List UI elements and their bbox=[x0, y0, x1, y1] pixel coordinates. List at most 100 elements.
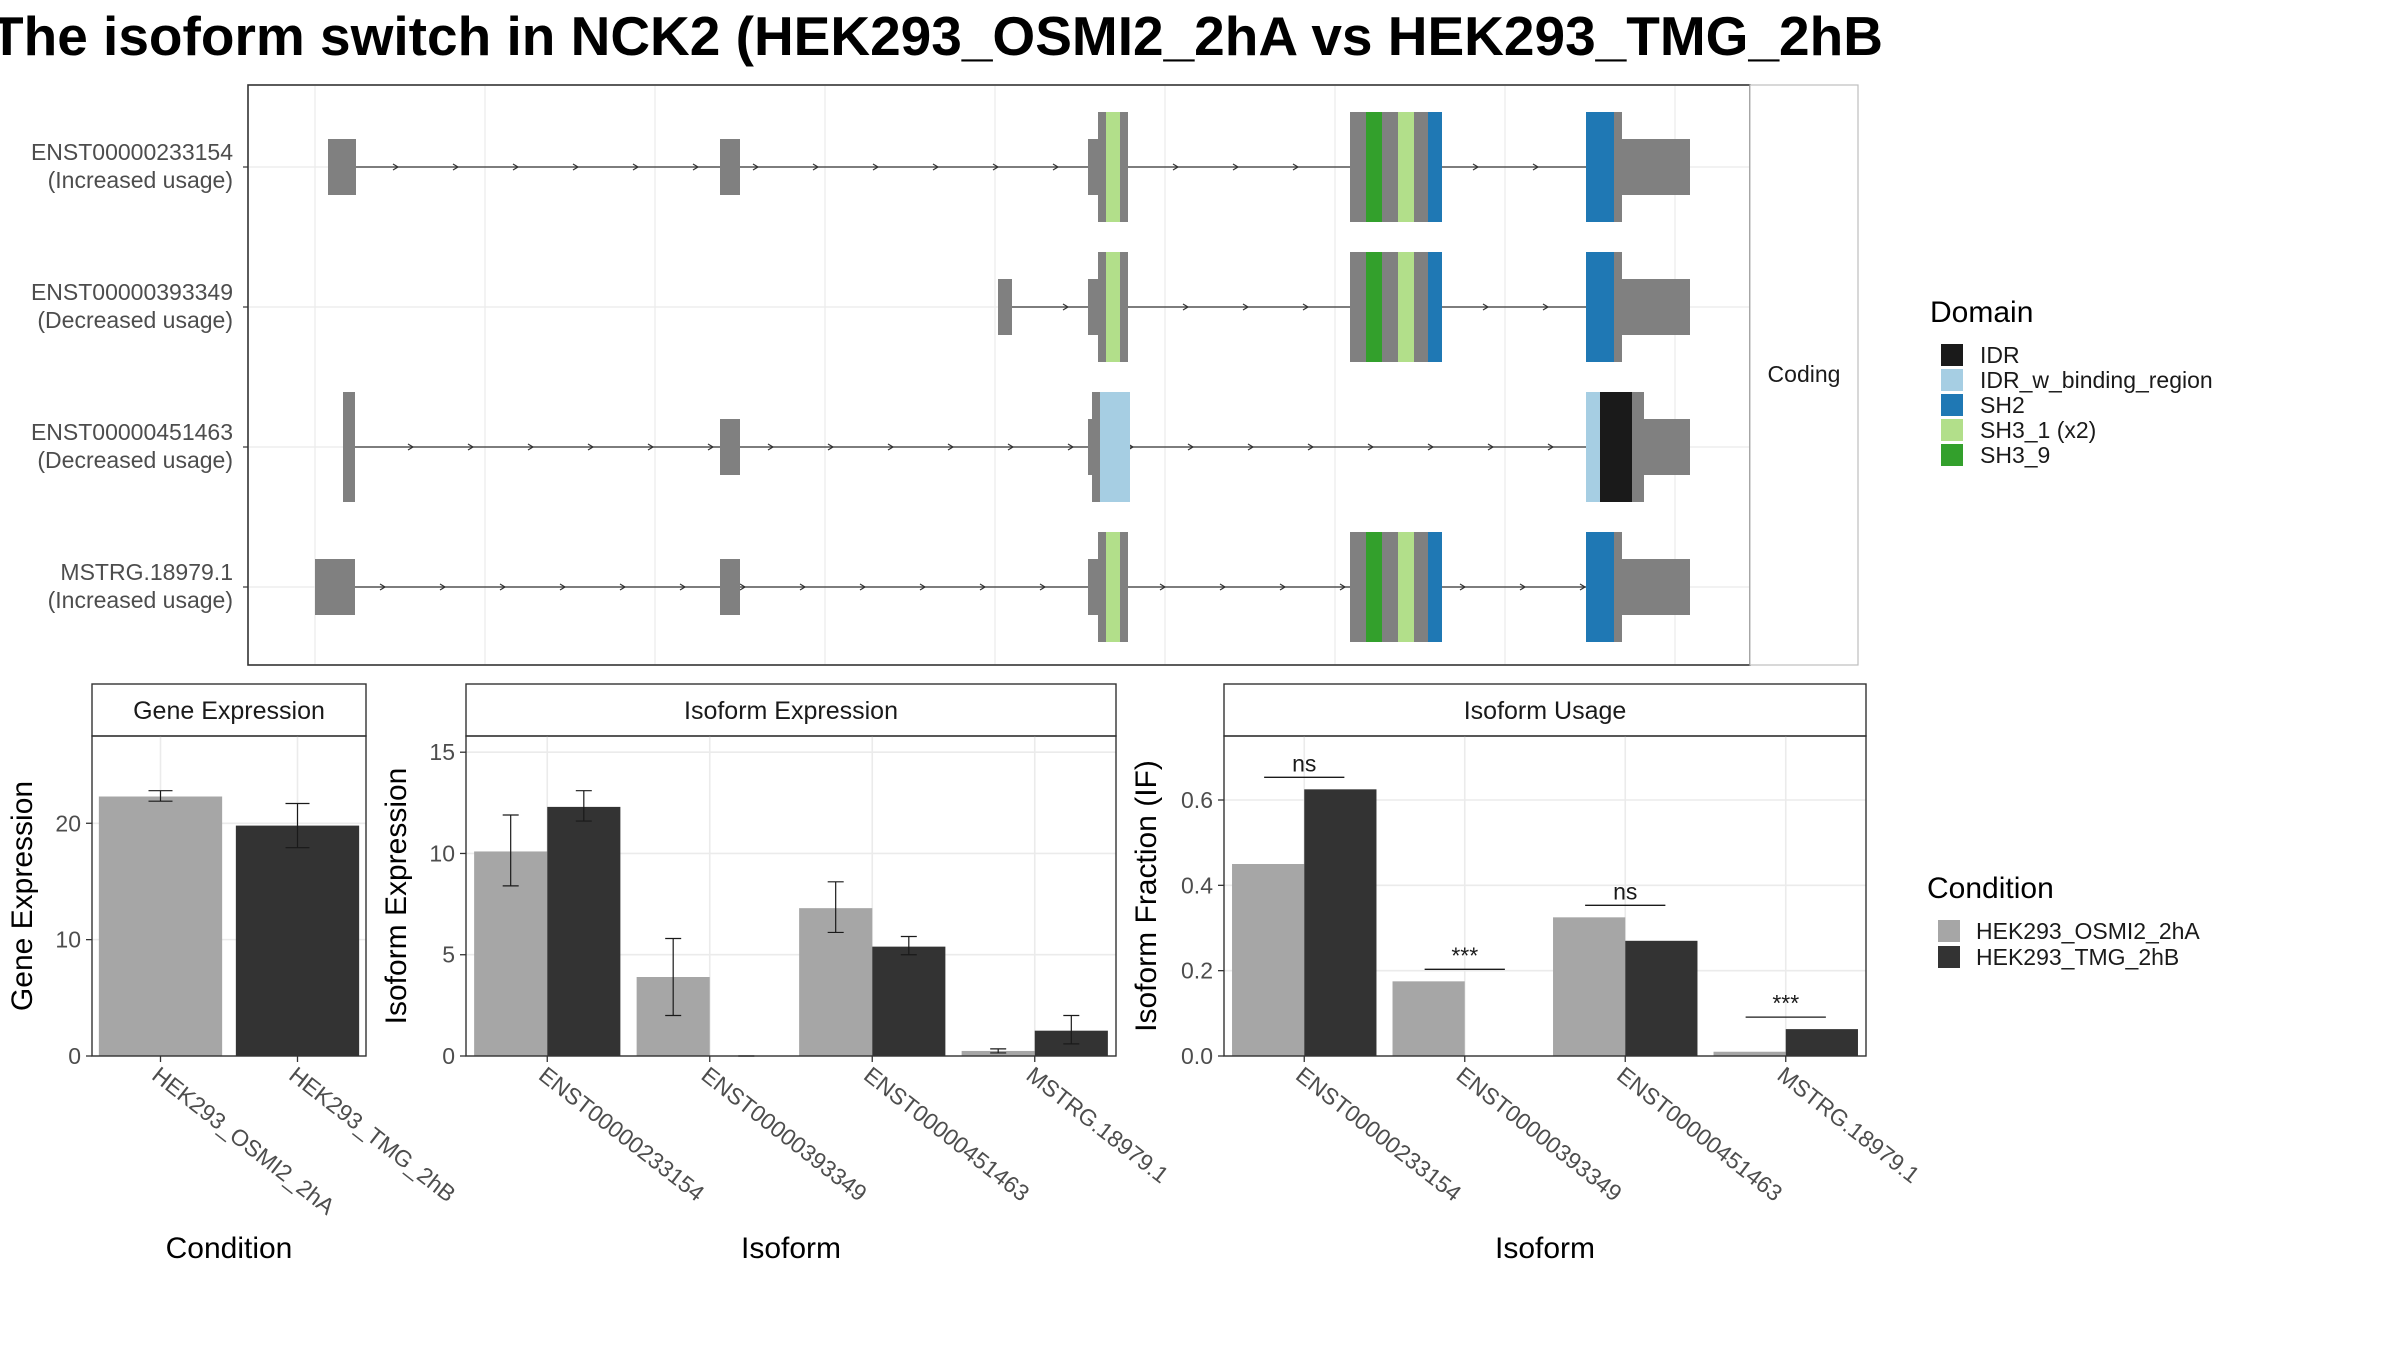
domain-legend-label: IDR_w_binding_region bbox=[1980, 367, 2213, 393]
strand-arrow bbox=[512, 163, 520, 171]
panel-strip-title: Isoform Expression bbox=[684, 697, 898, 725]
strand-arrow bbox=[1542, 303, 1550, 311]
structure-panel: Coding ENST00000233154(Increased usage)E… bbox=[31, 84, 1859, 666]
y-tick-label: 10 bbox=[55, 927, 81, 953]
domain-legend-swatch bbox=[1941, 444, 1963, 466]
strand-arrow bbox=[1487, 443, 1495, 451]
coding-exon-SH2 bbox=[1428, 532, 1442, 642]
x-tick-label: MSTRG.18979.1 bbox=[1773, 1061, 1925, 1188]
significance-label: ns bbox=[1613, 878, 1637, 904]
error-bar bbox=[148, 790, 173, 802]
strand-arrow bbox=[679, 583, 687, 591]
error-bar bbox=[827, 881, 844, 934]
y-tick-label: 0.6 bbox=[1181, 787, 1213, 813]
y-tick-label: 10 bbox=[429, 840, 455, 866]
utr-exon bbox=[998, 279, 1012, 335]
figure-title: The isoform switch in NCK2 (HEK293_OSMI2… bbox=[0, 5, 1883, 67]
condition-legend-title: Condition bbox=[1927, 872, 2054, 905]
strand-arrow bbox=[1367, 443, 1375, 451]
strand-arrow bbox=[1187, 443, 1195, 451]
x-tick-label: ENST00000233154 bbox=[1291, 1061, 1466, 1206]
strand-arrow bbox=[992, 163, 1000, 171]
strand-arrow bbox=[1547, 443, 1555, 451]
condition-legend-label: HEK293_TMG_2hB bbox=[1976, 944, 2179, 970]
utr-exon bbox=[1622, 559, 1690, 615]
isoform-label-usage: (Decreased usage) bbox=[37, 307, 233, 333]
panel-border bbox=[465, 735, 1117, 1057]
y-tick-label: 20 bbox=[55, 810, 81, 836]
y-tick-label: 0.2 bbox=[1181, 958, 1213, 984]
strand-arrow bbox=[1052, 163, 1060, 171]
x-axis-title: Isoform bbox=[1495, 1232, 1595, 1265]
strand-arrow bbox=[767, 443, 775, 451]
strand-arrow bbox=[1482, 303, 1490, 311]
x-tick-label: ENST00000393349 bbox=[697, 1061, 872, 1206]
strand-arrow bbox=[439, 583, 447, 591]
y-tick-label: 0.4 bbox=[1181, 872, 1213, 898]
strand-arrow bbox=[1242, 303, 1250, 311]
significance-label: ns bbox=[1292, 750, 1316, 776]
coding-exon-SH3_1 bbox=[1106, 252, 1120, 362]
utr-exon bbox=[328, 139, 356, 195]
bar-ENST00000393349-HEK293_OSMI2_2hA bbox=[1392, 981, 1465, 1056]
domain-legend-label: IDR bbox=[1980, 342, 2020, 368]
isoform-label-id: MSTRG.18979.1 bbox=[60, 559, 233, 585]
y-axis-title: Isoform Fraction (IF) bbox=[1130, 760, 1163, 1032]
strand-arrow bbox=[1532, 163, 1540, 171]
coding-exon-SH2 bbox=[1586, 532, 1614, 642]
strand-arrow bbox=[1172, 163, 1180, 171]
utr-exon bbox=[720, 559, 740, 615]
coding-exon-SH3_9 bbox=[1366, 252, 1382, 362]
strand-arrow bbox=[1007, 443, 1015, 451]
structure-panel-border bbox=[247, 84, 1751, 666]
strand-arrow bbox=[812, 163, 820, 171]
panel-border bbox=[91, 735, 367, 1057]
utr-exon bbox=[1088, 279, 1100, 335]
strand-arrow bbox=[632, 163, 640, 171]
coding-exon-IDR bbox=[1600, 392, 1632, 502]
coding-exon-IDR_w_binding_region bbox=[1586, 392, 1600, 502]
strand-arrow bbox=[799, 583, 807, 591]
x-tick-label: ENST00000451463 bbox=[1612, 1061, 1787, 1206]
strand-arrow bbox=[1427, 443, 1435, 451]
x-tick-label: ENST00000233154 bbox=[534, 1061, 709, 1206]
strand-arrow bbox=[1472, 163, 1480, 171]
coding-exon-exon bbox=[1350, 252, 1438, 362]
domain-legend-label: SH3_1 (x2) bbox=[1980, 417, 2096, 443]
strand-arrow bbox=[1307, 443, 1315, 451]
coding-exon-exon bbox=[1614, 252, 1622, 362]
strand-arrow bbox=[739, 583, 747, 591]
strand-arrow bbox=[859, 583, 867, 591]
error-bar bbox=[575, 790, 592, 822]
isoform-label-id: ENST00000393349 bbox=[31, 279, 233, 305]
panel-strip bbox=[465, 683, 1117, 737]
domain-legend-swatch bbox=[1941, 344, 1963, 366]
isoform-usage-chart: Isoform Usage 0.0 0.2 0.4 0.6 ns ENST000002331… bbox=[1130, 683, 1925, 1265]
coding-exon-SH3_1 bbox=[1106, 112, 1120, 222]
y-tick-label: 0 bbox=[68, 1043, 81, 1069]
coding-exon-IDR_w_binding_region bbox=[1100, 392, 1130, 502]
utr-exon bbox=[315, 559, 355, 615]
y-tick-label: 5 bbox=[442, 942, 455, 968]
strand-arrow bbox=[872, 163, 880, 171]
utr-exon bbox=[1640, 419, 1690, 475]
coding-exon-SH3_9 bbox=[1366, 532, 1382, 642]
panel-strip-title: Isoform Usage bbox=[1464, 697, 1627, 725]
isoform-structure-row bbox=[328, 112, 1690, 222]
coding-exon-SH2 bbox=[1428, 252, 1442, 362]
coding-exon-SH2 bbox=[1428, 112, 1442, 222]
strand-arrow bbox=[572, 163, 580, 171]
strand-arrow bbox=[1292, 163, 1300, 171]
domain-legend-title: Domain bbox=[1930, 296, 2033, 329]
strand-arrow bbox=[979, 583, 987, 591]
isoform-label-usage: (Increased usage) bbox=[48, 587, 233, 613]
strand-arrow bbox=[619, 583, 627, 591]
utr-exon bbox=[1088, 139, 1100, 195]
isoform-label-usage: (Decreased usage) bbox=[37, 447, 233, 473]
isoform-structure-row bbox=[315, 532, 1690, 642]
coding-exon-SH3_1 bbox=[1398, 252, 1414, 362]
strand-arrow bbox=[932, 163, 940, 171]
